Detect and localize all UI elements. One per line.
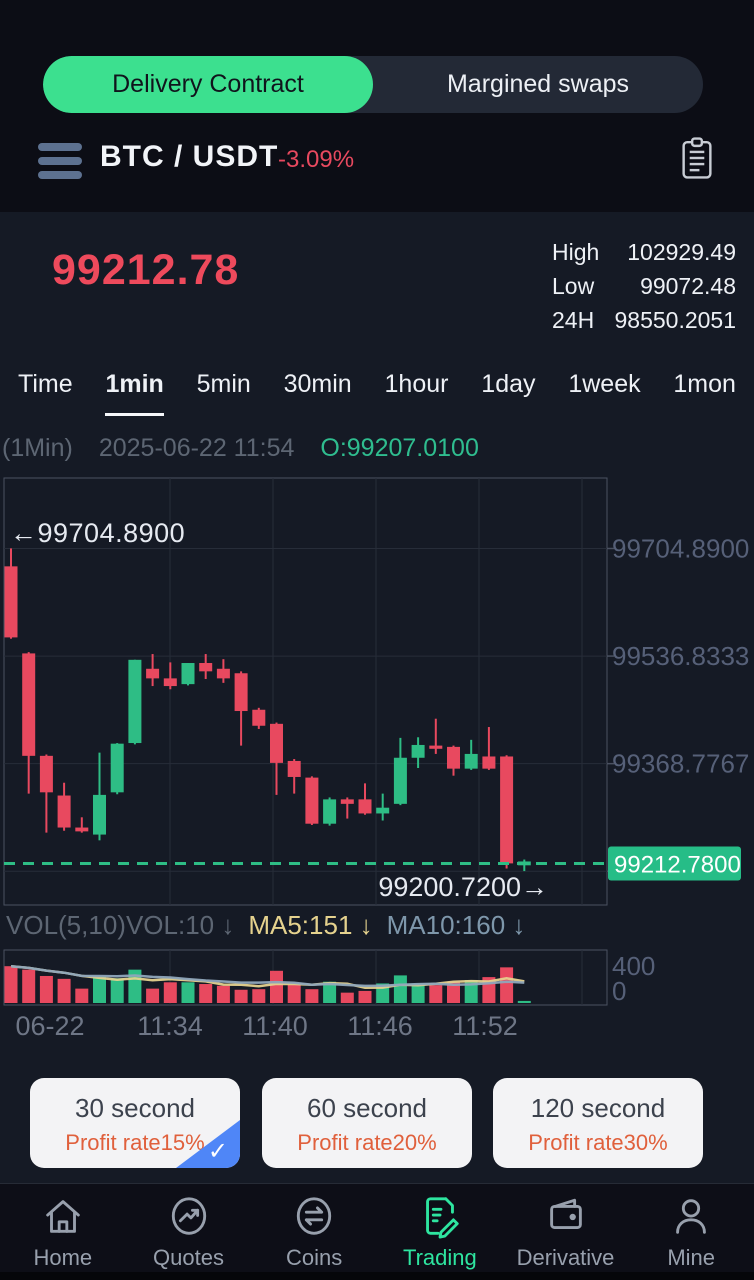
low-label: Low <box>552 273 595 299</box>
home-indicator-area <box>0 1272 754 1280</box>
quotes-icon <box>171 1197 206 1235</box>
chart-min-annotation: 99200.7200→ <box>378 872 548 902</box>
svg-text:06-22: 06-22 <box>15 1011 84 1041</box>
timeframe-tabs: Time 1min 5min 30min 1hour 1day 1week 1m… <box>0 370 754 416</box>
home-icon <box>46 1200 80 1233</box>
pair-title[interactable]: BTC / USDT <box>100 140 279 173</box>
nav-quotes[interactable]: Quotes <box>126 1184 252 1272</box>
tab-delivery-contract[interactable]: Delivery Contract <box>43 56 373 113</box>
range-label: 24H <box>552 307 595 333</box>
nav-label: Trading <box>402 1245 477 1270</box>
nav-mine[interactable]: Mine <box>628 1184 754 1272</box>
tab-1day[interactable]: 1day <box>481 370 536 398</box>
duration-120s-button[interactable]: 120 second Profit rate30% <box>493 1078 703 1168</box>
range-value: 98550.2051 <box>614 307 736 333</box>
high-value: 102929.49 <box>627 239 736 265</box>
duration-selector: 30 second Profit rate15% ✓ 60 second Pro… <box>0 1078 754 1170</box>
tab-5min[interactable]: 5min <box>196 370 251 398</box>
nav-label: Quotes <box>153 1245 224 1270</box>
contract-type-switcher: Delivery Contract Margined swaps <box>43 56 703 113</box>
coins-icon <box>297 1197 332 1235</box>
candlestick-chart[interactable]: 99704.8900 99536.8333 99368.7767 99212.7800… <box>0 472 754 1047</box>
volume-indicator-row: VOL(5,10)VOL:10 ↓ MA5:151 ↓ MA10:160 ↓ <box>6 910 525 941</box>
chart-max-annotation: ←99704.8900 <box>10 518 186 548</box>
duration-title: 60 second <box>307 1093 427 1123</box>
nav-label: Coins <box>286 1245 343 1270</box>
nav-label: Home <box>33 1245 93 1270</box>
candle-datetime: 2025-06-22 11:54 <box>98 434 295 462</box>
menu-icon[interactable] <box>38 143 82 180</box>
nav-trading[interactable]: Trading <box>377 1184 503 1272</box>
trading-icon <box>425 1197 459 1239</box>
duration-60s-button[interactable]: 60 second Profit rate20% <box>262 1078 472 1168</box>
mine-icon <box>676 1199 707 1234</box>
low-value: 99072.48 <box>640 273 736 299</box>
nav-derivative[interactable]: Derivative <box>503 1184 629 1272</box>
svg-text:11:34: 11:34 <box>137 1011 203 1041</box>
duration-title: 30 second <box>75 1093 195 1123</box>
nav-coins[interactable]: Coins <box>251 1184 377 1272</box>
svg-text:0: 0 <box>612 976 626 1006</box>
tab-1mon[interactable]: 1mon <box>673 370 736 398</box>
candle-open-value: O:99207.0100 <box>320 434 479 462</box>
ma10-indicator-label: MA10:160 ↓ <box>386 910 526 940</box>
profit-rate: Profit rate15% <box>65 1130 205 1155</box>
pair-header-row: BTC / USDT -3.09% <box>0 132 754 192</box>
daily-stats: High 102929.49 Low 99072.48 24H 98550.2051 <box>552 235 736 337</box>
svg-text:400: 400 <box>612 951 655 981</box>
last-price: 99212.78 <box>52 246 240 294</box>
svg-text:99536.8333: 99536.8333 <box>612 641 749 671</box>
svg-text:99368.7767: 99368.7767 <box>612 749 749 779</box>
nav-home[interactable]: Home <box>0 1184 126 1272</box>
derivative-icon <box>549 1198 582 1229</box>
tab-30min[interactable]: 30min <box>283 370 352 398</box>
svg-text:11:46: 11:46 <box>347 1011 413 1041</box>
candle-info-row: (1Min) 2025-06-22 11:54 O:99207.0100 <box>2 434 479 463</box>
svg-text:99212.7800: 99212.7800 <box>614 852 741 879</box>
duration-30s-button[interactable]: 30 second Profit rate15% ✓ <box>30 1078 240 1168</box>
nav-label: Derivative <box>516 1245 615 1270</box>
svg-text:11:52: 11:52 <box>452 1011 518 1041</box>
ma5-indicator-label: MA5:151 ↓ <box>248 910 373 940</box>
tab-time[interactable]: Time <box>18 370 73 398</box>
check-icon: ✓ <box>207 1138 228 1165</box>
tab-1min[interactable]: 1min <box>105 370 164 416</box>
tab-margined-swaps[interactable]: Margined swaps <box>446 70 630 98</box>
profit-rate: Profit rate30% <box>528 1130 668 1155</box>
tab-1hour[interactable]: 1hour <box>384 370 449 398</box>
profit-rate: Profit rate20% <box>297 1130 437 1155</box>
order-history-icon[interactable] <box>680 136 714 185</box>
duration-title: 120 second <box>530 1093 666 1123</box>
pair-change-percent: -3.09% <box>278 146 355 173</box>
tab-1week[interactable]: 1week <box>568 370 641 398</box>
svg-text:99704.8900: 99704.8900 <box>612 533 749 563</box>
vol-indicator-label: VOL(5,10)VOL:10 ↓ <box>6 910 235 940</box>
svg-text:11:40: 11:40 <box>242 1011 308 1041</box>
bottom-navigation: Home Quotes Coins Trading <box>0 1183 754 1272</box>
nav-label: Mine <box>667 1245 716 1270</box>
period-label: (1Min) <box>2 434 73 462</box>
high-label: High <box>552 239 600 265</box>
